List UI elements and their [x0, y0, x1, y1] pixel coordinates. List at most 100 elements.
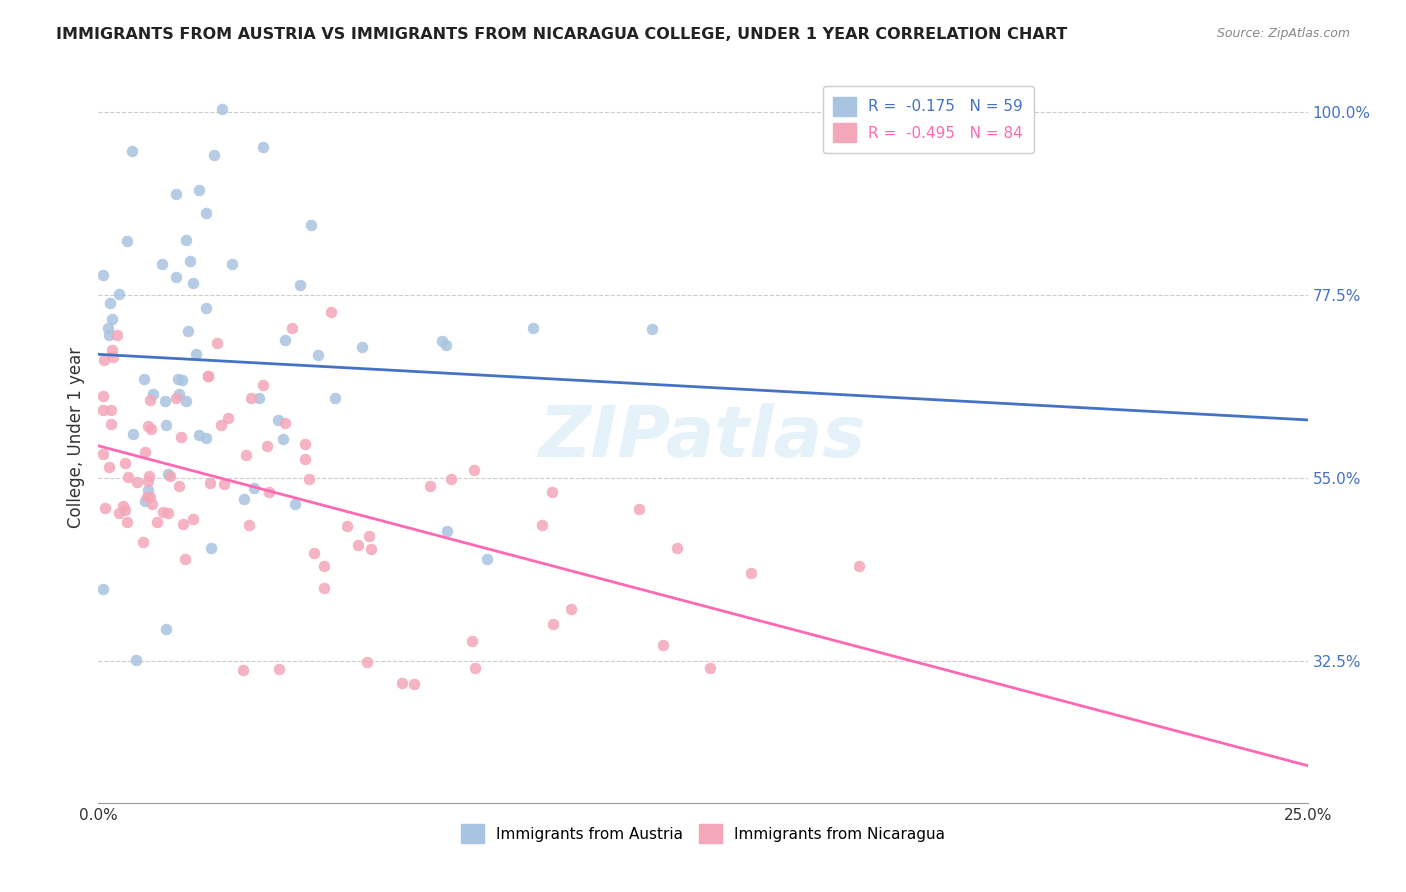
Point	[174, 233, 197, 247]
Point	[430, 334, 453, 348]
Point	[134, 445, 156, 459]
Point	[463, 463, 485, 477]
Point	[271, 433, 294, 447]
Point	[172, 373, 194, 387]
Point	[238, 517, 260, 532]
Point	[114, 456, 136, 470]
Point	[91, 389, 114, 403]
Point	[101, 312, 124, 326]
Point	[232, 663, 254, 677]
Point	[142, 387, 165, 401]
Point	[299, 218, 322, 232]
Text: Source: ZipAtlas.com: Source: ZipAtlas.com	[1216, 27, 1350, 40]
Point	[176, 324, 198, 338]
Point	[125, 653, 148, 667]
Point	[281, 320, 304, 334]
Point	[134, 494, 156, 508]
Point	[197, 369, 219, 384]
Point	[461, 634, 484, 648]
Text: ZIPatlas: ZIPatlas	[540, 402, 866, 472]
Point	[167, 372, 190, 386]
Point	[233, 492, 256, 507]
Point	[100, 417, 122, 431]
Point	[105, 328, 128, 343]
Point	[179, 254, 201, 268]
Point	[93, 352, 115, 367]
Point	[294, 437, 316, 451]
Point	[211, 102, 233, 116]
Point	[153, 394, 176, 409]
Point	[391, 676, 413, 690]
Point	[356, 655, 378, 669]
Point	[139, 490, 162, 504]
Point	[297, 472, 319, 486]
Point	[195, 431, 218, 445]
Point	[235, 448, 257, 462]
Point	[217, 411, 239, 425]
Point	[181, 277, 204, 291]
Point	[98, 459, 121, 474]
Point	[117, 234, 139, 248]
Point	[212, 477, 235, 491]
Point	[848, 559, 870, 574]
Point	[100, 403, 122, 417]
Point	[136, 475, 159, 489]
Point	[94, 501, 117, 516]
Point	[359, 529, 381, 543]
Point	[150, 257, 173, 271]
Point	[91, 403, 114, 417]
Point	[641, 322, 664, 336]
Point	[627, 502, 650, 516]
Point	[136, 418, 159, 433]
Point	[202, 147, 225, 161]
Point	[221, 256, 243, 270]
Point	[117, 470, 139, 484]
Point	[181, 512, 204, 526]
Point	[530, 518, 553, 533]
Point	[560, 602, 582, 616]
Point	[267, 412, 290, 426]
Point	[283, 497, 305, 511]
Point	[243, 481, 266, 495]
Point	[112, 500, 135, 514]
Point	[136, 490, 159, 504]
Point	[205, 335, 228, 350]
Text: IMMIGRANTS FROM AUSTRIA VS IMMIGRANTS FROM NICARAGUA COLLEGE, UNDER 1 YEAR CORRE: IMMIGRANTS FROM AUSTRIA VS IMMIGRANTS FR…	[56, 27, 1067, 42]
Point	[352, 340, 374, 354]
Point	[252, 140, 274, 154]
Point	[314, 559, 336, 574]
Point	[132, 534, 155, 549]
Point	[174, 394, 197, 409]
Point	[108, 506, 131, 520]
Point	[666, 541, 689, 555]
Point	[436, 524, 458, 538]
Point	[440, 472, 463, 486]
Point	[156, 467, 179, 481]
Point	[172, 517, 194, 532]
Point	[114, 503, 136, 517]
Point	[186, 347, 208, 361]
Point	[288, 278, 311, 293]
Point	[155, 418, 177, 433]
Point	[91, 582, 114, 597]
Point	[101, 350, 124, 364]
Point	[198, 475, 221, 490]
Point	[101, 343, 124, 357]
Point	[419, 478, 441, 492]
Point	[136, 483, 159, 498]
Point	[436, 338, 458, 352]
Point	[336, 519, 359, 533]
Point	[141, 422, 163, 436]
Point	[167, 387, 190, 401]
Point	[699, 660, 721, 674]
Point	[170, 430, 193, 444]
Point	[138, 393, 160, 408]
Point	[652, 638, 675, 652]
Point	[188, 427, 211, 442]
Point	[240, 391, 263, 405]
Point	[273, 416, 295, 430]
Point	[98, 328, 121, 343]
Point	[165, 391, 187, 405]
Point	[323, 392, 346, 406]
Point	[402, 677, 425, 691]
